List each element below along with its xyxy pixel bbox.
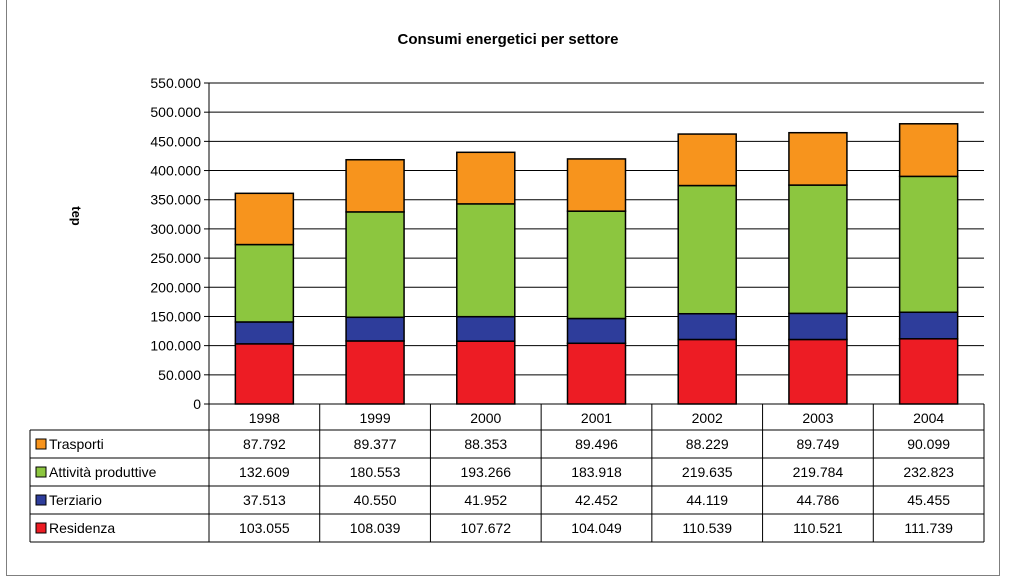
table-cell-value: 180.553 xyxy=(350,464,401,480)
y-tick-label: 50.000 xyxy=(158,367,201,383)
y-tick-label: 500.000 xyxy=(150,104,201,120)
legend-key xyxy=(35,438,47,450)
table-cell-value: 45.455 xyxy=(907,492,950,508)
bar-segment xyxy=(345,158,405,213)
bar-segment xyxy=(677,338,737,405)
legend-label: Attività produttive xyxy=(49,464,157,480)
legend-key xyxy=(35,466,47,478)
table-cell-value: 88.229 xyxy=(686,436,729,452)
table-cell-value: 107.672 xyxy=(460,520,511,536)
table-cell-value: 90.099 xyxy=(907,436,950,452)
bar-segment xyxy=(456,340,516,405)
table-cell-value: 87.792 xyxy=(243,436,286,452)
bar-segment xyxy=(456,315,516,342)
table-cell-value: 110.539 xyxy=(682,520,732,536)
bar-segment xyxy=(898,338,959,405)
table-cell-value: 132.609 xyxy=(239,464,290,480)
legend-label: Terziario xyxy=(49,492,102,508)
category-label: 1998 xyxy=(249,410,280,426)
bar-segment xyxy=(234,321,295,345)
bar-segment xyxy=(566,210,627,320)
bar-segment xyxy=(788,312,848,341)
legend-key xyxy=(35,522,47,534)
legend-label: Trasporti xyxy=(49,436,104,452)
bar-segment xyxy=(345,340,405,405)
bar-segment xyxy=(234,343,295,405)
table-cell-value: 44.786 xyxy=(797,492,840,508)
bar-segment xyxy=(677,133,737,187)
table-cell-value: 219.635 xyxy=(682,464,733,480)
legend-label: Residenza xyxy=(49,520,115,536)
table-cell-value: 40.550 xyxy=(354,492,397,508)
bar-segment xyxy=(788,338,848,405)
table-cell-value: 37.513 xyxy=(243,492,286,508)
bar-segment xyxy=(898,123,959,178)
table-cell-value: 232.823 xyxy=(903,464,954,480)
table-cell-value: 89.496 xyxy=(575,436,618,452)
table-cell-value: 88.353 xyxy=(464,436,507,452)
chart-frame xyxy=(6,0,1000,576)
y-tick-label: 150.000 xyxy=(150,308,201,324)
table-cell-value: 183.918 xyxy=(571,464,622,480)
y-axis-label: tep xyxy=(69,206,84,226)
bar-segment xyxy=(898,175,959,314)
bar-segment xyxy=(456,151,516,205)
y-tick-label: 250.000 xyxy=(150,250,201,266)
table-cell-value: 110.521 xyxy=(793,520,843,536)
category-label: 1999 xyxy=(359,410,390,426)
category-label: 2004 xyxy=(913,410,944,426)
table-cell-value: 104.049 xyxy=(571,520,622,536)
bar-segment xyxy=(566,317,627,345)
bar-segment xyxy=(456,203,516,318)
table-cell-value: 42.452 xyxy=(575,492,618,508)
chart-title: Consumi energetici per settore xyxy=(398,31,619,48)
y-tick-label: 200.000 xyxy=(150,279,201,295)
legend-key xyxy=(35,494,47,506)
table-cell-value: 103.055 xyxy=(239,520,290,536)
category-label: 2003 xyxy=(802,410,833,426)
table-cell-value: 41.952 xyxy=(464,492,507,508)
bar-segment xyxy=(345,211,405,319)
table-cell-value: 219.784 xyxy=(793,464,844,480)
y-tick-label: 450.000 xyxy=(150,133,201,149)
bar-segment xyxy=(788,184,848,315)
y-tick-label: 300.000 xyxy=(150,221,201,237)
bar-segment xyxy=(345,316,405,342)
bar-segment xyxy=(677,184,737,315)
table-cell-value: 89.377 xyxy=(354,436,397,452)
bar-segment xyxy=(234,243,295,323)
category-label: 2000 xyxy=(470,410,501,426)
category-label: 2002 xyxy=(692,410,723,426)
y-tick-label: 100.000 xyxy=(150,338,201,354)
table-cell-value: 111.739 xyxy=(904,520,953,536)
bar-segment xyxy=(788,131,848,186)
y-tick-label: 350.000 xyxy=(150,192,201,208)
bar-segment xyxy=(566,342,627,405)
bar-segment xyxy=(566,158,627,212)
bar-segment xyxy=(234,192,295,246)
category-label: 2001 xyxy=(581,410,612,426)
table-cell-value: 44.119 xyxy=(686,492,728,508)
bar-segment xyxy=(898,311,959,340)
table-cell-value: 193.266 xyxy=(460,464,511,480)
y-tick-label: 0 xyxy=(193,396,201,412)
bar-segment xyxy=(677,312,737,341)
y-tick-label: 400.000 xyxy=(150,163,201,179)
y-tick-label: 550.000 xyxy=(150,75,201,91)
table-cell-value: 89.749 xyxy=(797,436,840,452)
table-cell-value: 108.039 xyxy=(350,520,401,536)
